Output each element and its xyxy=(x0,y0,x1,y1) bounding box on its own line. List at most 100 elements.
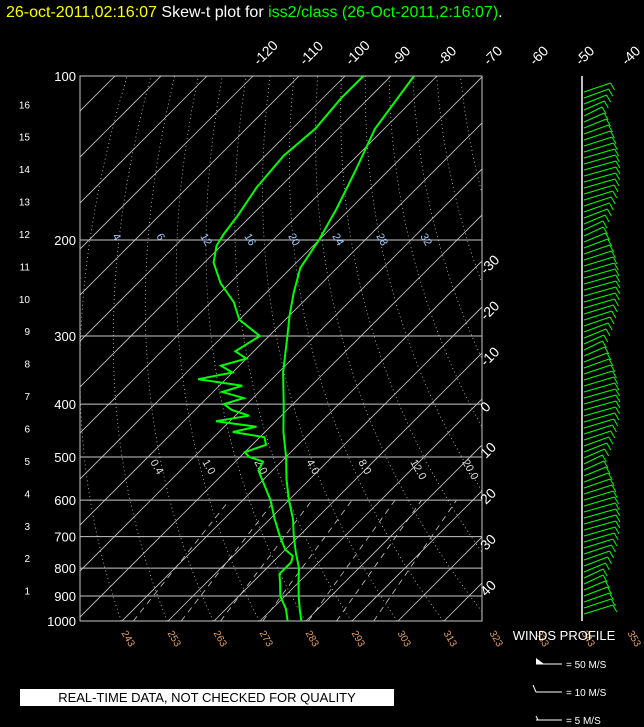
dry-adiabat-label: 323 xyxy=(487,629,505,649)
wind-barb xyxy=(611,310,617,319)
dry-adiabat-label: 303 xyxy=(395,629,413,649)
wind-barb xyxy=(583,472,609,483)
dry-adiabat-label: 253 xyxy=(165,629,183,649)
wind-barb xyxy=(583,178,616,189)
title-source: iss2/class (26-Oct-2011,2:16:07) xyxy=(268,4,499,21)
height-tick-label: 16 xyxy=(19,100,31,111)
isotherm-line xyxy=(80,168,482,572)
wind-barb xyxy=(614,526,620,535)
pressure-tick-label: 300 xyxy=(54,329,76,344)
mixing-ratio-line xyxy=(308,499,396,621)
mixing-ratio-line xyxy=(336,499,422,621)
dry-adiabat-line xyxy=(80,76,128,621)
wind-barb xyxy=(601,106,607,115)
wind-barb xyxy=(602,574,608,583)
wind-barb xyxy=(583,256,614,267)
isotherm-line xyxy=(305,444,482,621)
title-period: . xyxy=(498,4,503,21)
wind-barb xyxy=(615,508,621,517)
wind-barb xyxy=(583,424,613,435)
isotherm-line xyxy=(80,76,254,250)
wind-barb xyxy=(601,454,607,463)
dry-adiabat-label: 313 xyxy=(441,629,459,649)
title-label: Skew-t plot for xyxy=(161,4,264,21)
pressure-tick-label: 800 xyxy=(54,561,76,576)
wind-barb xyxy=(583,304,614,315)
wind-barb xyxy=(583,172,616,183)
wind-barb xyxy=(583,604,613,615)
wind-barb xyxy=(583,514,617,525)
dry-adiabat-line xyxy=(340,76,482,553)
wind-barb xyxy=(604,580,610,589)
wind-barb xyxy=(583,142,614,153)
wind-barb xyxy=(583,370,613,381)
wind-barb xyxy=(606,208,612,217)
wind-barb xyxy=(583,136,613,147)
wind-barb xyxy=(602,568,608,577)
mixing-ratio-label: 20 xyxy=(285,232,302,249)
wind-barb xyxy=(608,358,614,367)
isotherm-label-right: 30 xyxy=(477,531,499,553)
isotherm-label-top: -70 xyxy=(480,42,506,68)
pressure-tick-label: 100 xyxy=(54,69,76,84)
isotherm-label-right: 20 xyxy=(477,485,499,507)
wind-barb xyxy=(583,202,610,213)
wind-barb xyxy=(583,502,616,513)
dry-adiabat-line xyxy=(175,76,260,621)
isotherm-line xyxy=(167,306,482,621)
axis-labels: 1002003004005006007008009001000123456789… xyxy=(19,37,644,649)
wind-barb xyxy=(606,352,612,361)
dry-adiabat-line xyxy=(144,76,214,621)
dry-adiabat-label: 283 xyxy=(303,629,321,649)
dry-adiabat-line xyxy=(556,76,644,621)
wind-barb xyxy=(583,586,608,597)
wind-barb xyxy=(583,520,616,531)
mixing-ratio-label: 4.0 xyxy=(303,458,321,477)
wind-barb xyxy=(614,298,619,307)
wind-barb xyxy=(583,160,617,171)
wind-barb xyxy=(603,334,609,343)
dry-adiabat-line xyxy=(205,76,306,621)
isotherm-label-top: -100 xyxy=(342,37,373,68)
wind-barb xyxy=(583,568,604,579)
wind-barb xyxy=(583,166,617,177)
pressure-tick-label: 700 xyxy=(54,530,76,545)
dry-adiabat-line xyxy=(364,76,482,492)
wind-barb xyxy=(603,100,609,109)
pressure-tick-label: 400 xyxy=(54,397,76,412)
mixing-ratio-label: 12.0 xyxy=(407,458,428,483)
wind-barb xyxy=(583,184,615,195)
pressure-tick-label: 900 xyxy=(54,589,76,604)
winds-profile: WINDS PROFILE = 50 M/S = 10 M/S = 5 M/S xyxy=(513,76,621,727)
wind-barb xyxy=(602,226,608,235)
isotherms xyxy=(80,76,482,621)
dry-adiabat-line xyxy=(603,76,644,621)
wind-barb xyxy=(583,460,605,471)
wind-barb xyxy=(603,460,609,469)
mixing-ratio-lines xyxy=(133,499,457,621)
wind-barb xyxy=(614,178,620,187)
wind-barb xyxy=(583,394,617,405)
wind-barb xyxy=(583,538,614,549)
dry-adiabat-line xyxy=(234,76,352,621)
wind-barb xyxy=(583,418,614,429)
height-tick-label: 15 xyxy=(19,133,31,144)
isotherm-line xyxy=(80,76,346,342)
isotherm-label-top: -50 xyxy=(572,42,598,68)
height-tick-label: 5 xyxy=(24,457,30,468)
wind-barb xyxy=(583,388,616,399)
wind-barb xyxy=(583,232,606,243)
wind-barb xyxy=(609,130,615,139)
isotherm-label-top: -120 xyxy=(250,37,281,68)
wind-barb xyxy=(583,148,615,159)
mixing-ratio-line xyxy=(180,499,276,621)
wind-barb xyxy=(605,328,611,337)
isotherm-label-top: -80 xyxy=(434,42,460,68)
wind-barb xyxy=(607,586,612,595)
wind-barb xyxy=(612,604,618,613)
wind-barb xyxy=(615,166,621,175)
wind-barb xyxy=(583,334,604,345)
wind-barb xyxy=(605,232,610,241)
wind-barb xyxy=(583,544,612,555)
wind-barb xyxy=(603,112,609,121)
